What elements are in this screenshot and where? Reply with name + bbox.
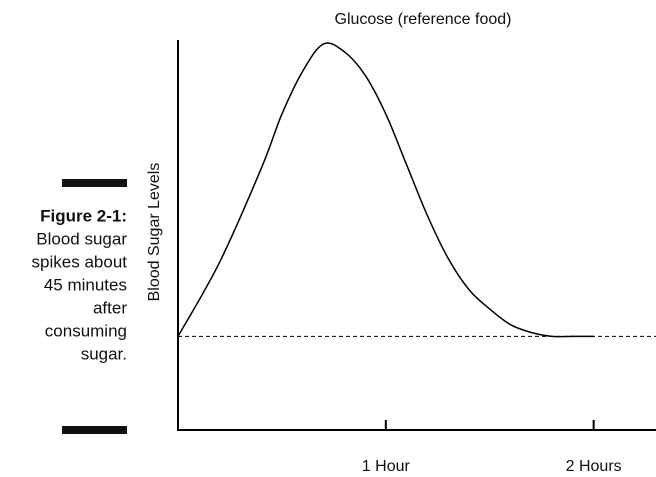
figure-label: Figure 2-1:	[40, 206, 127, 225]
caption-rule	[62, 179, 127, 187]
y-axis-label: Blood Sugar Levels	[146, 163, 163, 302]
x-tick-label: 2 Hours	[566, 458, 622, 475]
caption-line: 45 minutes	[44, 275, 127, 294]
caption-line: consuming	[45, 321, 127, 340]
caption-rule	[62, 426, 127, 434]
curve	[177, 42, 594, 338]
caption-line: sugar.	[81, 344, 127, 363]
x-tick-label: 1 Hour	[362, 458, 411, 475]
caption-line: Blood sugar	[36, 229, 127, 248]
caption-line: spikes about	[32, 252, 128, 271]
caption-line: after	[93, 298, 127, 317]
chart-title: Glucose (reference food)	[335, 11, 512, 28]
